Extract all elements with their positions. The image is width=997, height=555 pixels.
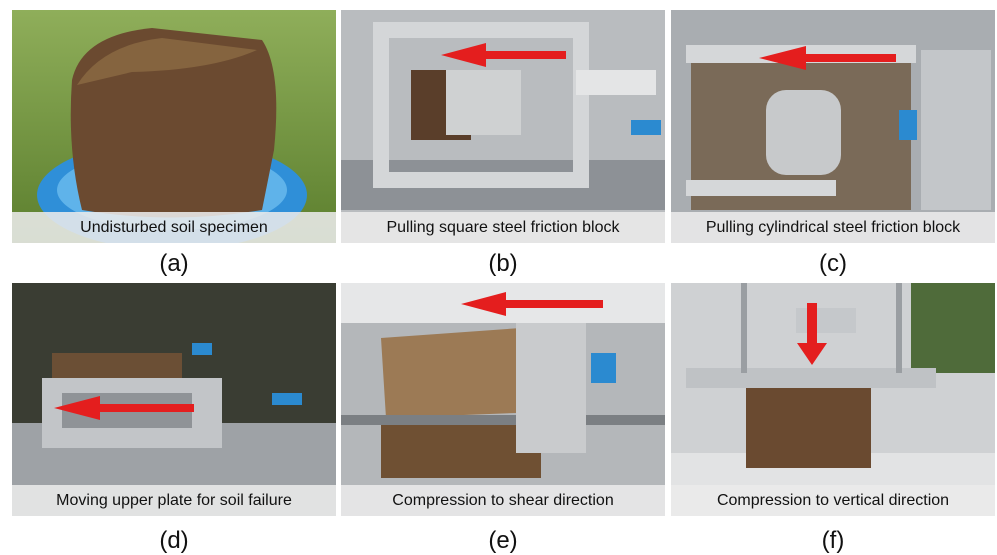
panel-label: (b) — [341, 250, 665, 278]
caption: Pulling cylindrical steel friction block — [671, 212, 995, 243]
panel-label: (d) — [12, 527, 336, 555]
caption: Compression to vertical direction — [671, 485, 995, 516]
photo — [341, 10, 665, 243]
panel-label: (f) — [671, 527, 995, 555]
photo-panel: Moving upper plate for soil failure — [12, 283, 336, 516]
panel-label: (a) — [12, 250, 336, 278]
panel-label: (e) — [341, 527, 665, 555]
photo-panel: Compression to vertical direction — [671, 283, 995, 516]
caption: Undisturbed soil specimen — [12, 212, 336, 243]
photo-panel: Undisturbed soil specimen — [12, 10, 336, 243]
figure: Undisturbed soil specimen (a) Pulling sq… — [0, 0, 997, 555]
photo — [671, 283, 995, 516]
photo — [12, 10, 336, 243]
panel-label: (c) — [671, 250, 995, 278]
photo-panel: Pulling cylindrical steel friction block — [671, 10, 995, 243]
photo — [341, 283, 665, 516]
caption: Pulling square steel friction block — [341, 212, 665, 243]
caption: Moving upper plate for soil failure — [12, 485, 336, 516]
caption: Compression to shear direction — [341, 485, 665, 516]
photo — [671, 10, 995, 243]
photo-panel: Compression to shear direction — [341, 283, 665, 516]
photo-panel: Pulling square steel friction block — [341, 10, 665, 243]
photo — [12, 283, 336, 516]
